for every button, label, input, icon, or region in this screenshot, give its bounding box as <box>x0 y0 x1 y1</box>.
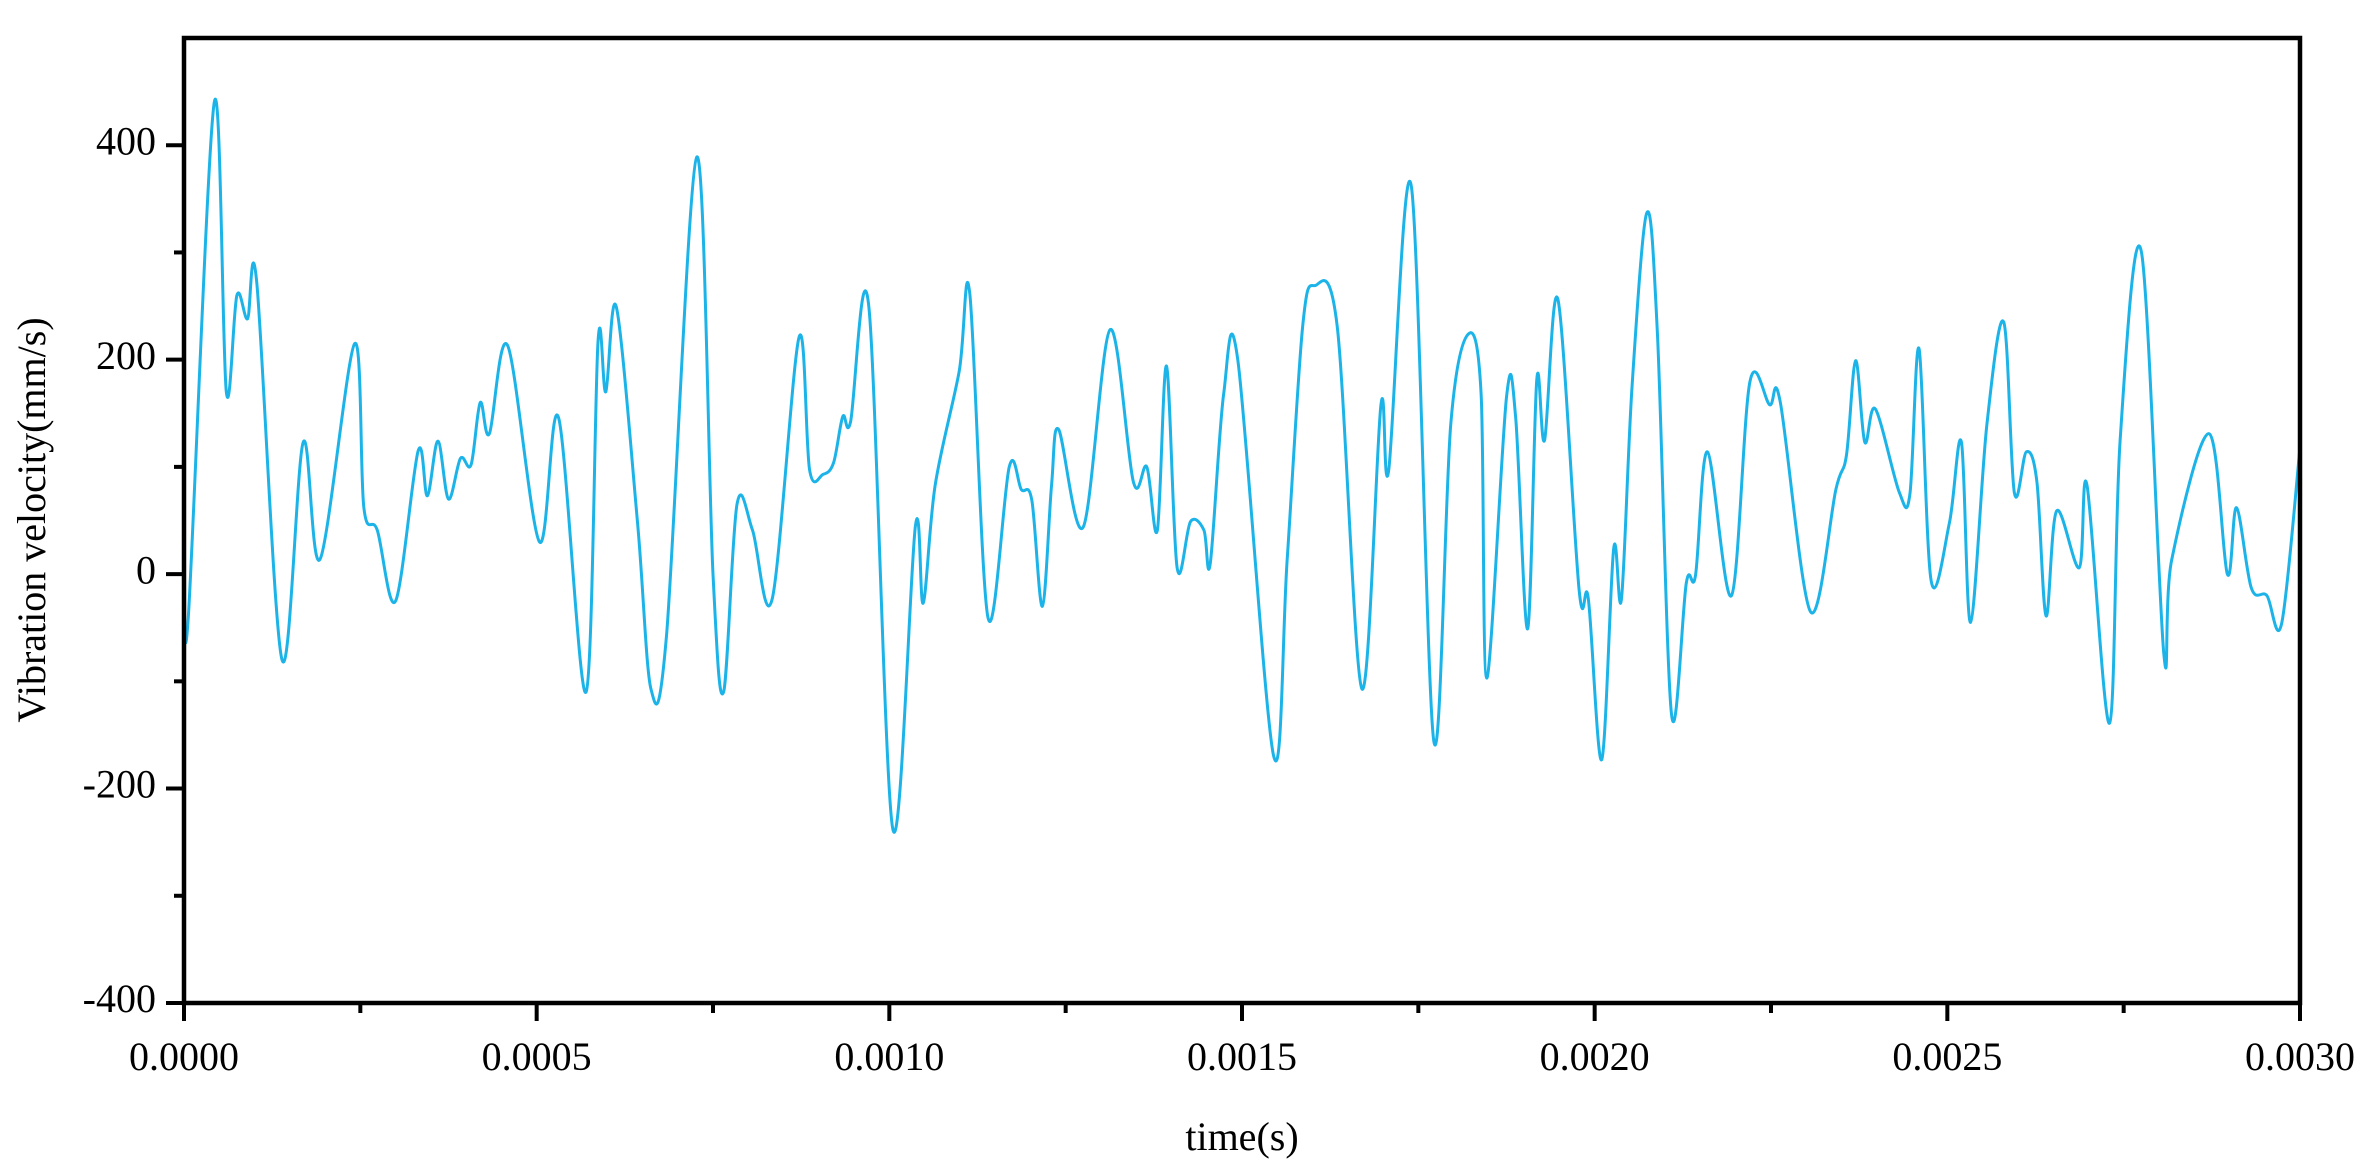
x-tick-label: 0.0030 <box>2245 1034 2355 1079</box>
x-tick-label: 0.0000 <box>129 1034 239 1079</box>
data-line <box>184 97 2300 834</box>
y-tick-label: 400 <box>96 118 156 163</box>
x-tick-label: 0.0010 <box>834 1034 944 1079</box>
x-tick-label: 0.0005 <box>482 1034 592 1079</box>
x-tick-label: 0.0015 <box>1187 1034 1297 1079</box>
y-tick-label: 0 <box>136 547 156 592</box>
x-axis-label: time(s) <box>1185 1114 1298 1159</box>
y-tick-label: -400 <box>83 976 156 1021</box>
y-tick-label: -200 <box>83 762 156 807</box>
plot-frame <box>181 35 2303 1006</box>
x-tick-label: 0.0020 <box>1540 1034 1650 1079</box>
x-tick-label: 0.0025 <box>1892 1034 2002 1079</box>
y-axis-label: Vibration velocity(mm/s) <box>9 317 54 722</box>
y-tick-label: 200 <box>96 333 156 378</box>
